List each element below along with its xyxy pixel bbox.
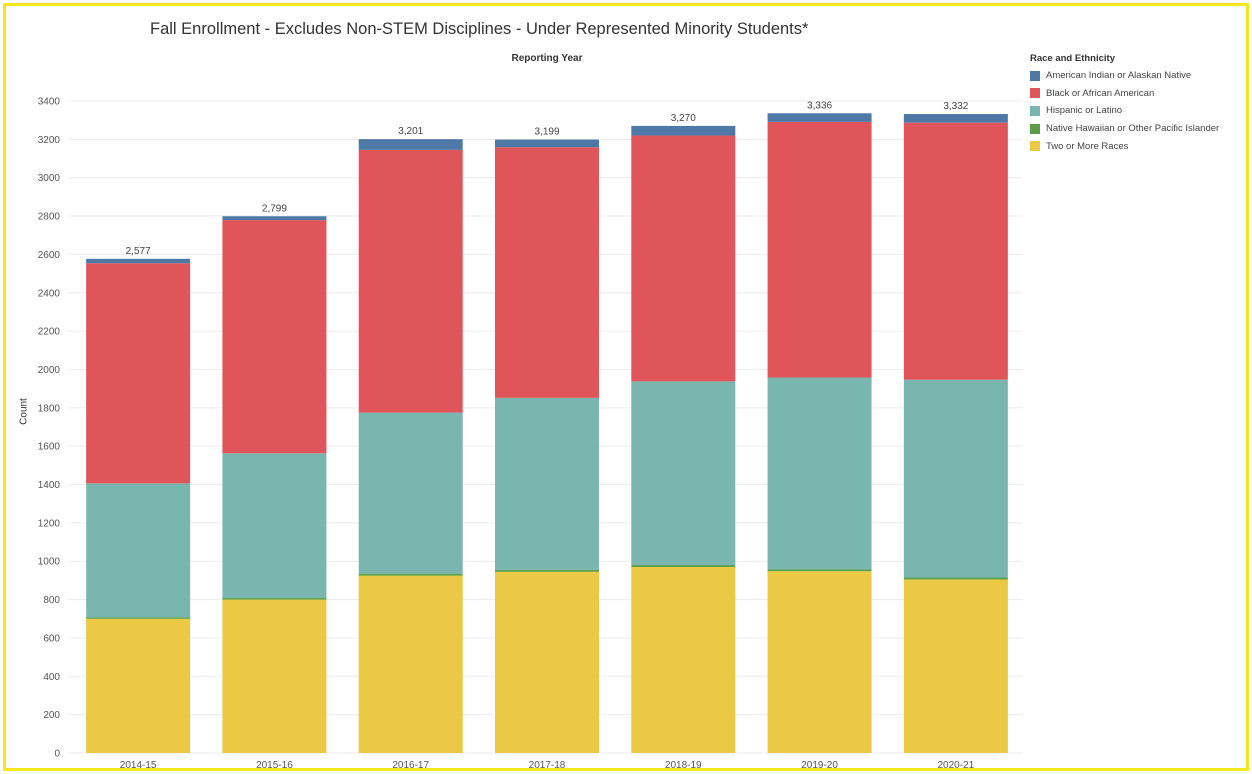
bar-segment <box>86 258 191 264</box>
x-tick-label: 2017-18 <box>529 760 566 771</box>
bar-segment <box>495 571 599 753</box>
bar-segment <box>358 412 463 574</box>
x-tick-label: 2019-20 <box>801 760 838 771</box>
bar-segment <box>222 220 327 454</box>
bar-segment <box>495 147 599 398</box>
bar-segment <box>767 571 872 753</box>
legend-swatch <box>1030 141 1040 152</box>
bar-segment <box>222 599 327 753</box>
bar-segment <box>86 263 191 484</box>
legend-label: Black or African American <box>1046 87 1155 99</box>
y-tick-label: 1200 <box>38 518 61 529</box>
bar-segment <box>495 397 599 570</box>
bar-segment <box>631 135 736 382</box>
legend-label: American Indian or Alaskan Native <box>1046 70 1192 82</box>
y-tick-label: 200 <box>43 710 60 721</box>
x-tick-label: 2014-15 <box>120 760 157 771</box>
x-tick-label: 2018-19 <box>665 760 702 771</box>
bar-segment <box>222 216 327 221</box>
bar-segment <box>903 577 1008 580</box>
legend-title: Race and Ethnicity <box>1030 53 1115 64</box>
bar-segment <box>767 569 872 572</box>
legend-swatch <box>1030 70 1040 81</box>
bar-segment <box>767 113 872 122</box>
bar-total-label: 2,577 <box>126 246 151 257</box>
bar-segment <box>903 114 1008 123</box>
bar-segment <box>358 573 463 576</box>
bar-segment <box>358 149 463 413</box>
bar-segment <box>358 139 463 150</box>
chart-title: Fall Enrollment - Excludes Non-STEM Disc… <box>150 20 809 38</box>
legend-item: Black or African American <box>1030 85 1248 103</box>
chart-frame <box>3 3 1249 771</box>
y-tick-label: 2400 <box>38 288 61 299</box>
bar-segment <box>222 453 327 599</box>
y-tick-label: 2800 <box>38 212 61 223</box>
y-tick-label: 1800 <box>38 403 61 414</box>
legend-item: Hispanic or Latino <box>1030 102 1248 120</box>
x-tick-label: 2016-17 <box>392 760 429 771</box>
legend: Race and Ethnicity American Indian or Al… <box>1030 53 1248 155</box>
chart-subtitle: Reporting Year <box>511 53 583 64</box>
y-tick-label: 2000 <box>38 365 61 376</box>
y-tick-label: 2200 <box>38 327 61 338</box>
y-tick-label: 2600 <box>38 250 61 261</box>
y-tick-label: 3200 <box>38 135 61 146</box>
bar-total-label: 3,201 <box>398 126 423 137</box>
legend-item: American Indian or Alaskan Native <box>1030 67 1248 85</box>
bar-segment <box>222 598 327 600</box>
legend-label: Two or More Races <box>1046 140 1129 152</box>
bar-total-label: 3,199 <box>534 127 559 138</box>
bar-segment <box>903 379 1008 578</box>
x-tick-label: 2020-21 <box>938 760 975 771</box>
bar-segment <box>86 483 191 618</box>
bar-segment <box>495 139 599 148</box>
x-tick-label: 2015-16 <box>256 760 293 771</box>
y-tick-label: 400 <box>43 672 60 683</box>
legend-swatch <box>1030 123 1040 134</box>
legend-item: Two or More Races <box>1030 137 1248 155</box>
legend-swatch <box>1030 88 1040 99</box>
y-tick-label: 1000 <box>38 557 61 568</box>
bar-segment <box>767 377 872 570</box>
bar-segment <box>358 575 463 753</box>
bar-segment <box>903 579 1008 753</box>
bar-total-label: 3,270 <box>671 113 696 124</box>
bar-segment <box>767 121 872 378</box>
legend-item: Native Hawaiian or Other Pacific Islande… <box>1030 120 1248 138</box>
y-tick-label: 600 <box>43 633 60 644</box>
bar-segment <box>86 617 191 619</box>
bar-total-label: 3,336 <box>807 100 832 111</box>
bar-segment <box>631 565 736 567</box>
bar-total-label: 3,332 <box>943 101 968 112</box>
bar-segment <box>631 566 736 753</box>
y-tick-label: 3000 <box>38 173 61 184</box>
bar-segment <box>631 125 736 136</box>
legend-swatch <box>1030 105 1040 116</box>
bar-segment <box>495 569 599 572</box>
y-tick-label: 1600 <box>38 442 61 453</box>
bar-segment <box>631 381 736 566</box>
bar-segment <box>903 122 1008 380</box>
legend-items: American Indian or Alaskan Native Black o… <box>1030 67 1248 155</box>
y-tick-label: 1400 <box>38 480 61 491</box>
y-tick-label: 800 <box>43 595 60 606</box>
y-tick-label: 3400 <box>38 97 61 108</box>
bar-segment <box>86 618 191 753</box>
bar-total-label: 2,799 <box>262 203 287 214</box>
y-tick-label: 0 <box>54 749 60 760</box>
legend-label: Hispanic or Latino <box>1046 105 1123 117</box>
legend-label: Native Hawaiian or Other Pacific Islande… <box>1046 123 1220 135</box>
